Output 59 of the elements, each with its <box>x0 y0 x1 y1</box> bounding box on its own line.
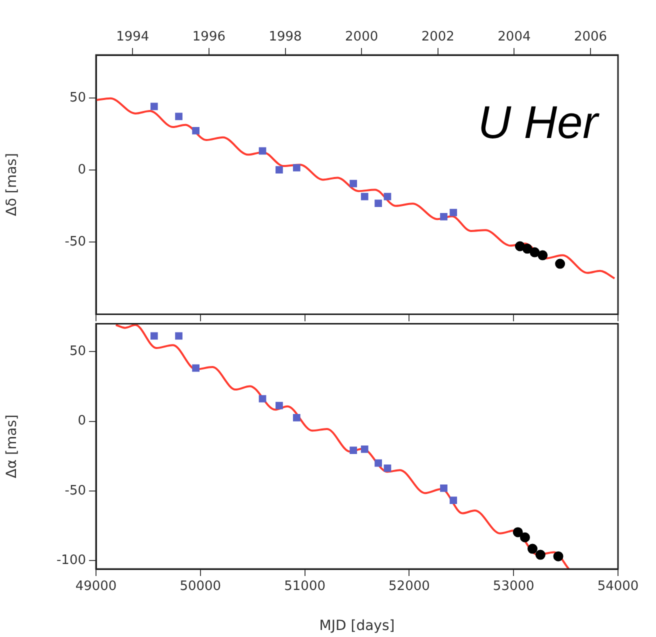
point <box>527 544 538 554</box>
point <box>175 112 182 120</box>
point <box>276 166 283 174</box>
point <box>150 332 158 340</box>
point <box>450 208 458 216</box>
point <box>512 527 523 538</box>
point <box>535 550 546 560</box>
point <box>292 414 300 422</box>
x-tick-label: 53000 <box>492 579 534 594</box>
line-series <box>114 324 570 569</box>
point <box>276 402 283 410</box>
point <box>150 102 158 110</box>
point <box>258 395 266 402</box>
x-tick-label: 52000 <box>388 579 430 594</box>
point <box>450 496 458 504</box>
point <box>374 459 382 467</box>
x-tick-label: 50000 <box>180 579 222 594</box>
point <box>192 127 200 134</box>
y-tick-label: -50 <box>64 234 86 250</box>
point <box>292 164 300 172</box>
x2-tick-label: 1996 <box>192 30 226 45</box>
x2-tick-label: 2006 <box>574 30 608 45</box>
point <box>175 332 182 340</box>
y-tick-label: 0 <box>78 414 86 429</box>
point <box>520 532 530 542</box>
point <box>555 258 566 269</box>
y-tick-label: 0 <box>78 162 86 178</box>
y-axis-title: Δδ [mas] <box>4 153 20 216</box>
x-axis-title: MJD [days] <box>319 618 395 634</box>
point <box>553 551 564 562</box>
y-tick-label: -100 <box>56 553 86 568</box>
point <box>522 244 532 254</box>
point <box>350 446 358 454</box>
point <box>440 213 448 220</box>
x2-tick-label: 1994 <box>116 30 150 45</box>
point <box>384 464 392 472</box>
point <box>384 192 392 200</box>
point <box>538 250 548 260</box>
x-tick-label: 54000 <box>597 579 639 594</box>
x2-tick-label: 1998 <box>268 30 302 45</box>
x-tick-label: 51000 <box>284 579 326 594</box>
y-tick-label: 50 <box>69 344 86 360</box>
point <box>192 364 200 372</box>
annotation: U Her <box>478 96 600 148</box>
x-tick-label: 49000 <box>75 579 117 594</box>
y-tick-label: 50 <box>69 90 86 106</box>
point <box>360 446 368 453</box>
point <box>440 484 448 492</box>
x2-tick-label: 2000 <box>345 30 378 45</box>
y-tick-label: -50 <box>64 483 86 498</box>
point <box>530 247 540 258</box>
line-series <box>96 97 616 280</box>
point <box>374 200 382 207</box>
y-axis-title: Δα [mas] <box>4 414 20 478</box>
point <box>360 192 368 200</box>
point <box>258 147 266 155</box>
point <box>350 180 358 188</box>
x2-tick-label: 2004 <box>498 30 531 45</box>
x2-tick-label: 2002 <box>421 30 454 45</box>
